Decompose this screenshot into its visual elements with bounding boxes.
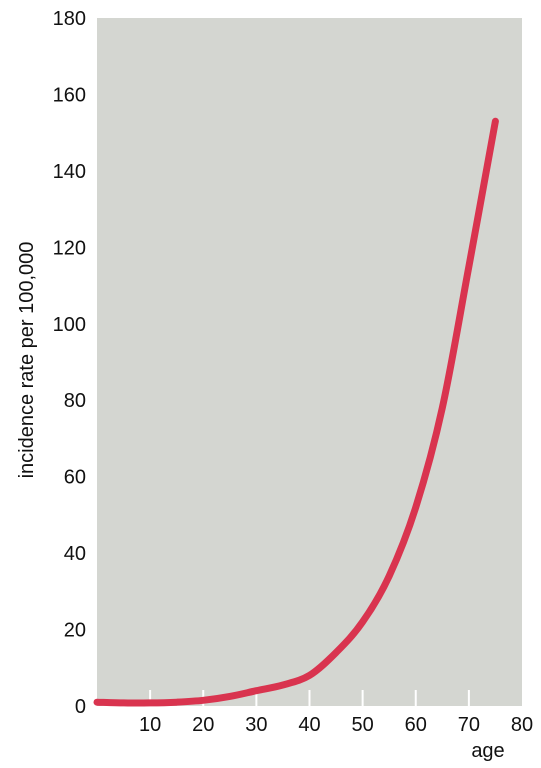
y-tick-label-100: 100 — [53, 314, 86, 336]
plot-area — [97, 18, 522, 706]
x-axis-tick-labels: 10 20 30 40 50 60 70 80 — [139, 714, 533, 736]
x-tick-label-80: 80 — [511, 714, 533, 736]
x-tick-label-20: 20 — [192, 714, 214, 736]
x-tick-label-30: 30 — [245, 714, 267, 736]
y-tick-label-160: 160 — [53, 84, 86, 106]
y-tick-label-120: 120 — [53, 237, 86, 259]
y-tick-label-80: 80 — [64, 390, 86, 412]
y-axis-tick-labels: 0 20 40 60 80 100 120 140 160 180 — [53, 8, 86, 718]
series-line — [93, 117, 499, 707]
y-tick-label-20: 20 — [64, 620, 86, 642]
x-tick-label-70: 70 — [458, 714, 480, 736]
x-tick-label-50: 50 — [352, 714, 374, 736]
x-tick-label-60: 60 — [405, 714, 427, 736]
y-axis-label: incidence rate per 100,000 — [16, 242, 38, 479]
x-tick-label-10: 10 — [139, 714, 161, 736]
y-tick-label-0: 0 — [75, 696, 86, 718]
x-tick-label-40: 40 — [298, 714, 320, 736]
y-tick-label-180: 180 — [53, 8, 86, 30]
y-tick-label-40: 40 — [64, 543, 86, 565]
x-axis-label: age — [471, 740, 504, 762]
y-tick-label-60: 60 — [64, 467, 86, 489]
y-tick-label-140: 140 — [53, 161, 86, 183]
